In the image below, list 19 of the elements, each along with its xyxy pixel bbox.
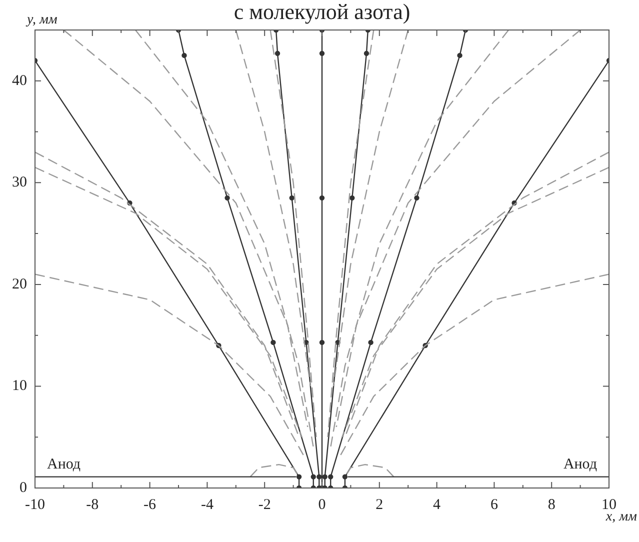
x-tick-label: 2 — [376, 496, 384, 513]
y-axis-title: y, мм — [25, 12, 58, 28]
x-tick-label: 4 — [433, 496, 442, 513]
annotation: Анод — [47, 456, 81, 472]
y-tick-label: 10 — [12, 378, 27, 394]
x-tick-label: 0 — [318, 496, 326, 513]
x-tick-label: -4 — [200, 496, 214, 513]
y-tick-label: 40 — [12, 72, 27, 89]
x-tick-label: 6 — [490, 496, 498, 513]
x-tick-label: -6 — [144, 496, 157, 513]
x-tick-label: 8 — [548, 496, 556, 513]
y-tick-label: 0 — [20, 480, 27, 496]
x-tick-label: -2 — [258, 496, 271, 513]
chart-title: с молекулой азота) — [234, 0, 410, 24]
x-tick-label: -8 — [86, 496, 99, 513]
y-tick-label: 30 — [12, 174, 27, 191]
annotation: Анод — [563, 456, 598, 472]
y-tick-label: 20 — [12, 276, 27, 292]
x-tick-label: -10 — [25, 496, 45, 513]
